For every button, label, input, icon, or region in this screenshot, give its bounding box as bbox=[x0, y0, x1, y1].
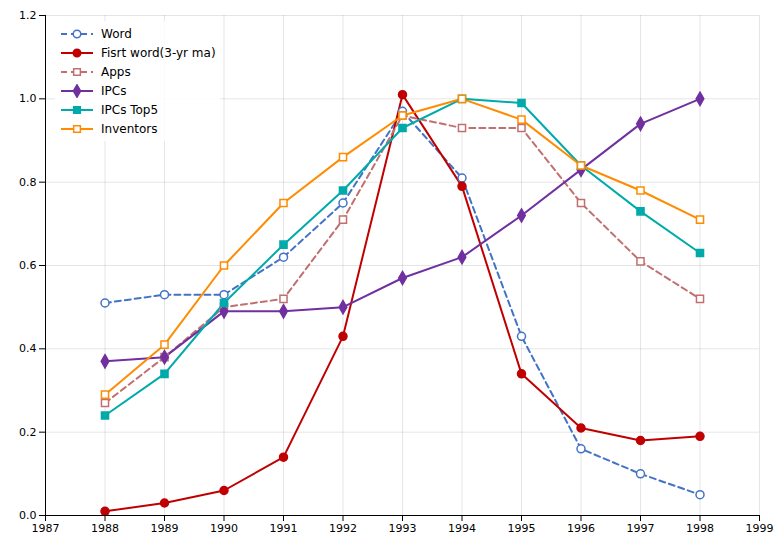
svg-text:1993: 1993 bbox=[389, 522, 417, 535]
html-text:IPCs Top5: IPCs Top5 bbox=[101, 102, 159, 117]
svg-text:1994: 1994 bbox=[448, 522, 476, 535]
html-text:Fisrt word(3-yr ma): Fisrt word(3-yr ma) bbox=[101, 45, 216, 60]
svg-text:0.2: 0.2 bbox=[19, 426, 37, 439]
html-text:Apps: Apps bbox=[101, 64, 131, 79]
html-text:IPCs: IPCs bbox=[101, 83, 127, 98]
svg-text:1987: 1987 bbox=[32, 522, 60, 535]
svg-text:1.0: 1.0 bbox=[19, 92, 37, 105]
svg-text:1999: 1999 bbox=[746, 522, 774, 535]
svg-text:0.0: 0.0 bbox=[19, 509, 37, 522]
svg-text:1988: 1988 bbox=[91, 522, 119, 535]
svg-text:0.6: 0.6 bbox=[19, 259, 37, 272]
svg-text:1989: 1989 bbox=[151, 522, 179, 535]
svg-text:1.2: 1.2 bbox=[19, 9, 37, 22]
html-text:Word: Word bbox=[101, 26, 132, 41]
svg-text:1995: 1995 bbox=[508, 522, 536, 535]
html-text:Inventors: Inventors bbox=[101, 121, 158, 136]
svg-text:1997: 1997 bbox=[627, 522, 655, 535]
svg-text:1990: 1990 bbox=[210, 522, 238, 535]
svg-text:0.4: 0.4 bbox=[19, 342, 37, 355]
svg-text:1992: 1992 bbox=[329, 522, 357, 535]
svg-text:0.8: 0.8 bbox=[19, 176, 37, 189]
svg-text:1996: 1996 bbox=[567, 522, 595, 535]
svg-text:1998: 1998 bbox=[686, 522, 714, 535]
svg-text:1991: 1991 bbox=[270, 522, 298, 535]
